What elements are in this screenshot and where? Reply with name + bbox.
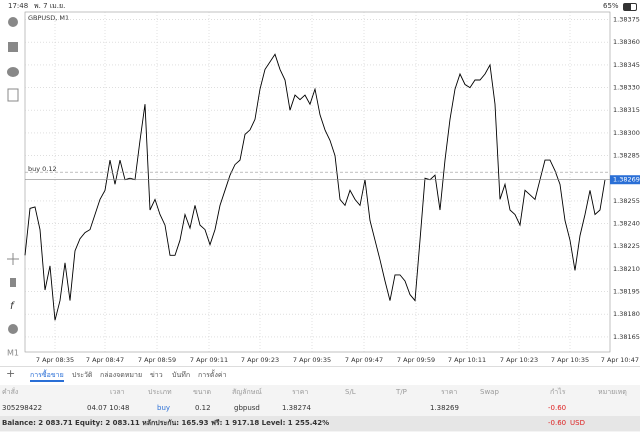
- y-tick-label: 1.38225: [613, 242, 640, 250]
- chart-title: GBPUSD, M1: [28, 14, 69, 22]
- candle-icon[interactable]: [10, 278, 16, 287]
- column-header: ขนาด: [193, 388, 212, 396]
- price-line: [24, 53, 606, 321]
- price-label: 1.38269: [613, 176, 640, 184]
- y-tick-label: 1.38240: [613, 220, 640, 228]
- y-tick-label: 1.38165: [613, 333, 640, 341]
- y-tick-label: 1.38375: [613, 16, 640, 24]
- cell: 0.12: [195, 404, 211, 412]
- cell: 305298422: [2, 404, 43, 412]
- y-tick-label: 1.38195: [613, 288, 640, 296]
- x-tick-label: 7 Apr 09:47: [345, 356, 383, 364]
- x-tick-label: 7 Apr 09:59: [397, 356, 435, 364]
- order-label: buy 0.12: [28, 165, 57, 173]
- cell: 1.38274: [282, 404, 311, 412]
- add-button[interactable]: +: [6, 367, 16, 380]
- x-tick-label: 7 Apr 09:11: [190, 356, 228, 364]
- y-tick-label: 1.38315: [613, 106, 640, 114]
- tab[interactable]: การตั้งค่า: [198, 371, 227, 379]
- new-icon[interactable]: [7, 88, 19, 102]
- y-tick-label: 1.38300: [613, 129, 640, 137]
- tab[interactable]: การซื้อขาย: [30, 371, 64, 382]
- column-header: กำไร: [550, 388, 566, 396]
- tab[interactable]: กล่องจดหมาย: [100, 371, 143, 379]
- divider: [0, 366, 640, 367]
- x-tick-label: 7 Apr 08:47: [86, 356, 124, 364]
- column-header: ประเภท: [148, 388, 172, 396]
- period-icon[interactable]: M1: [7, 349, 19, 358]
- column-header: สัญลักษณ์: [232, 388, 262, 396]
- tab[interactable]: ข่าว: [150, 371, 163, 379]
- column-header: S/L: [345, 388, 356, 396]
- x-tick-label: 7 Apr 08:35: [36, 356, 74, 364]
- time: 17:48: [8, 2, 29, 10]
- column-header: Swap: [480, 388, 499, 396]
- battery: 65%: [603, 2, 619, 10]
- y-tick-label: 1.38210: [613, 265, 640, 273]
- summary: Balance: 2 083.71 Equity: 2 083.11 หลักป…: [2, 419, 330, 427]
- chart: GBPUSD, M1 1.38375 1.38360 1.38345 1.38330 1…: [24, 11, 640, 364]
- cell: -0.60: [548, 404, 567, 412]
- tab[interactable]: บันทึก: [172, 371, 191, 379]
- cell: gbpusd: [234, 404, 260, 412]
- cell: 04.07 10:48: [87, 404, 130, 412]
- total-profit: -0.60: [548, 419, 567, 427]
- tab[interactable]: ประวัติ: [72, 371, 93, 379]
- x-tick-label: 7 Apr 10:11: [448, 356, 486, 364]
- battery-icon: [623, 3, 637, 11]
- currency: USD: [570, 419, 585, 427]
- column-header: หมายเหตุ: [598, 388, 627, 396]
- column-header: ราคา: [441, 388, 458, 396]
- account-icon[interactable]: [8, 17, 18, 27]
- trade-icon[interactable]: [8, 42, 18, 52]
- y-tick-label: 1.38360: [613, 38, 640, 46]
- column-header: เวลา: [110, 388, 125, 396]
- price-box: [610, 175, 640, 185]
- x-tick-label: 7 Apr 08:59: [138, 356, 176, 364]
- toolbar: f M1: [7, 17, 19, 358]
- chat-icon[interactable]: [7, 67, 19, 77]
- x-tick-label: 7 Apr 10:47: [601, 356, 639, 364]
- summary-bar: [0, 416, 640, 431]
- cell: 1.38269: [430, 404, 459, 412]
- y-tick-label: 1.38255: [613, 197, 640, 205]
- column-header: คำสั่ง: [2, 388, 19, 396]
- plot-frame: [24, 11, 611, 353]
- x-tick-label: 7 Apr 10:35: [551, 356, 589, 364]
- indicator-icon[interactable]: f: [10, 301, 15, 312]
- y-tick-label: 1.38345: [613, 61, 640, 69]
- date: พ. 7 เม.ย.: [34, 2, 66, 10]
- y-tick-label: 1.38285: [613, 152, 640, 160]
- y-tick-label: 1.38330: [613, 84, 640, 92]
- y-tick-label: 1.38180: [613, 310, 640, 318]
- x-tick-label: 7 Apr 10:23: [500, 356, 538, 364]
- column-header: ราคา: [292, 388, 309, 396]
- column-header: T/P: [396, 388, 407, 396]
- x-tick-label: 7 Apr 09:35: [293, 356, 331, 364]
- cell: buy: [157, 404, 171, 412]
- crosshair-icon[interactable]: [7, 253, 19, 265]
- objects-icon[interactable]: [8, 324, 18, 334]
- x-tick-label: 7 Apr 09:23: [241, 356, 279, 364]
